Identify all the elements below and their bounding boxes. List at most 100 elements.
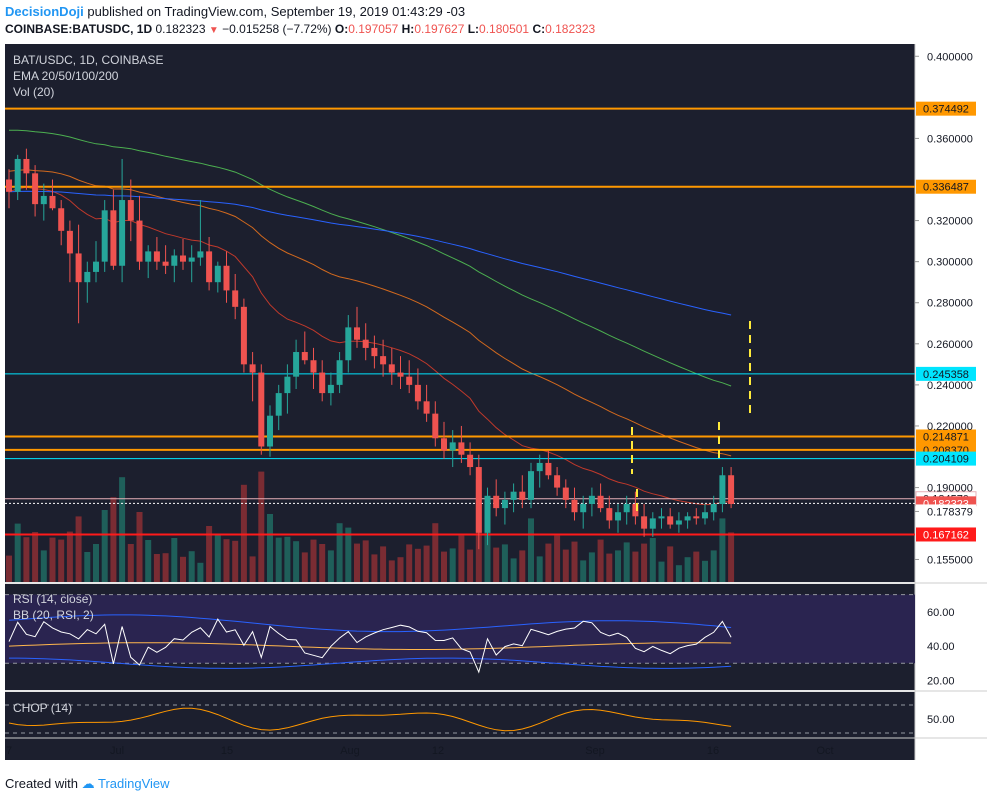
level-label-bg xyxy=(916,101,976,116)
candle-body xyxy=(536,462,543,472)
volume-bar xyxy=(562,549,569,582)
rsi-pane: 60.00 40.00 20.00 xyxy=(5,594,955,687)
candle-body xyxy=(484,495,491,533)
volume-bar xyxy=(380,546,387,582)
candle-body xyxy=(397,372,404,377)
candle-body xyxy=(580,504,587,513)
candle-body xyxy=(197,251,204,258)
candle-body xyxy=(171,255,178,266)
price-tick-label: 0.300000 xyxy=(927,257,973,269)
candle-body xyxy=(519,491,526,500)
volume-bar xyxy=(223,539,230,582)
level-label: 0.214871 xyxy=(923,431,969,443)
time-tick-label: Jul xyxy=(110,745,124,757)
volume-bar xyxy=(658,561,665,582)
publish-header: DecisionDoji published on TradingView.co… xyxy=(0,0,987,44)
volume-bar xyxy=(180,556,186,582)
candle-body xyxy=(414,384,421,402)
price-tick-label: 0.400000 xyxy=(927,51,973,63)
high-label: H: xyxy=(401,22,415,36)
legend-chop: CHOP (14) xyxy=(13,701,72,715)
candle-body xyxy=(528,471,534,500)
close-label: C: xyxy=(532,22,546,36)
time-tick-label: 15 xyxy=(221,745,233,757)
candle-body xyxy=(145,251,152,262)
chop-line xyxy=(8,707,732,732)
tradingview-brand[interactable]: TradingView xyxy=(98,776,170,791)
volume-bar xyxy=(310,539,317,582)
volume-bar xyxy=(249,556,256,582)
candle-body xyxy=(362,339,369,348)
candle-body xyxy=(301,352,308,361)
candle-body xyxy=(275,393,282,416)
price-tick-label: 0.360000 xyxy=(927,133,973,145)
candle-body xyxy=(23,158,30,174)
volume-bar xyxy=(449,548,456,582)
candle-body xyxy=(467,454,474,468)
rsi-tick-label: 60.00 xyxy=(927,607,955,619)
volume-bar xyxy=(362,540,369,582)
volume-bar xyxy=(171,538,178,582)
volume-bar xyxy=(597,539,604,582)
price-tick-label: 0.178379 xyxy=(927,506,973,518)
candle-body xyxy=(641,516,648,529)
candle-body xyxy=(75,253,82,283)
volume-bar xyxy=(145,540,152,582)
quote-line: COINBASE:BATUSDC, 1D 0.182323 ▼ −0.01525… xyxy=(5,22,595,36)
candle-body xyxy=(501,499,508,509)
volume-bar xyxy=(423,545,430,582)
volume-bar xyxy=(336,523,343,582)
candle-body xyxy=(380,356,387,365)
candle-body xyxy=(6,179,12,192)
level-label-bg xyxy=(916,527,976,542)
publisher-link[interactable]: DecisionDoji xyxy=(5,4,84,19)
volume-bar xyxy=(467,549,474,582)
volume-bar xyxy=(136,512,143,582)
volume-bar xyxy=(240,484,247,582)
volume-bar xyxy=(232,540,239,582)
candle-body xyxy=(371,347,378,357)
bb-basis-line xyxy=(8,642,732,650)
volume-bar xyxy=(406,544,413,582)
volume-bar xyxy=(23,537,30,582)
candle-body xyxy=(562,487,569,500)
volume-bar xyxy=(693,551,700,582)
ema-100-line xyxy=(8,129,732,387)
volume-bar xyxy=(267,514,273,582)
volume-bar xyxy=(684,557,691,582)
level-label: 0.167162 xyxy=(923,529,969,541)
created-with-text: Created with xyxy=(5,776,78,791)
volume-bar xyxy=(371,554,378,582)
candle-body xyxy=(127,200,134,221)
time-tick-label: 7 xyxy=(6,745,12,757)
level-label-bg xyxy=(916,429,976,444)
volume-bar xyxy=(275,537,282,582)
volume-bar xyxy=(153,554,160,582)
volume-bar xyxy=(667,546,674,582)
bb-upper-line xyxy=(8,614,732,633)
last-price: 0.182323 xyxy=(155,22,206,36)
level-label: 0.336487 xyxy=(923,182,969,194)
candle-body xyxy=(319,372,326,394)
volume-bar xyxy=(101,510,108,582)
volume-bar xyxy=(214,534,221,582)
chart-area[interactable]: 0.374492 0.336487 0.245358 0.214871 0.208370… xyxy=(5,44,987,766)
candle-body xyxy=(110,210,117,266)
volume-bar xyxy=(580,560,587,582)
chart-svg[interactable]: 0.3744920.3364870.2453580.2148710.208370… xyxy=(5,44,987,766)
candle-body xyxy=(293,352,300,377)
candle-body xyxy=(432,413,439,439)
level-label-bg xyxy=(916,366,976,381)
volume-bar xyxy=(719,518,726,582)
volume-bar xyxy=(293,541,300,582)
volume-bar xyxy=(58,539,65,582)
candle-body xyxy=(66,230,73,254)
time-tick-label: Oct xyxy=(816,745,833,757)
volume-bar xyxy=(501,544,508,582)
candle-body xyxy=(493,495,500,509)
price-axis-bg xyxy=(915,44,987,760)
candle-body xyxy=(658,516,665,519)
publish-info: DecisionDoji published on TradingView.co… xyxy=(5,4,465,19)
volume-bar xyxy=(441,551,447,582)
rsi-tick-label: 20.00 xyxy=(927,675,955,687)
